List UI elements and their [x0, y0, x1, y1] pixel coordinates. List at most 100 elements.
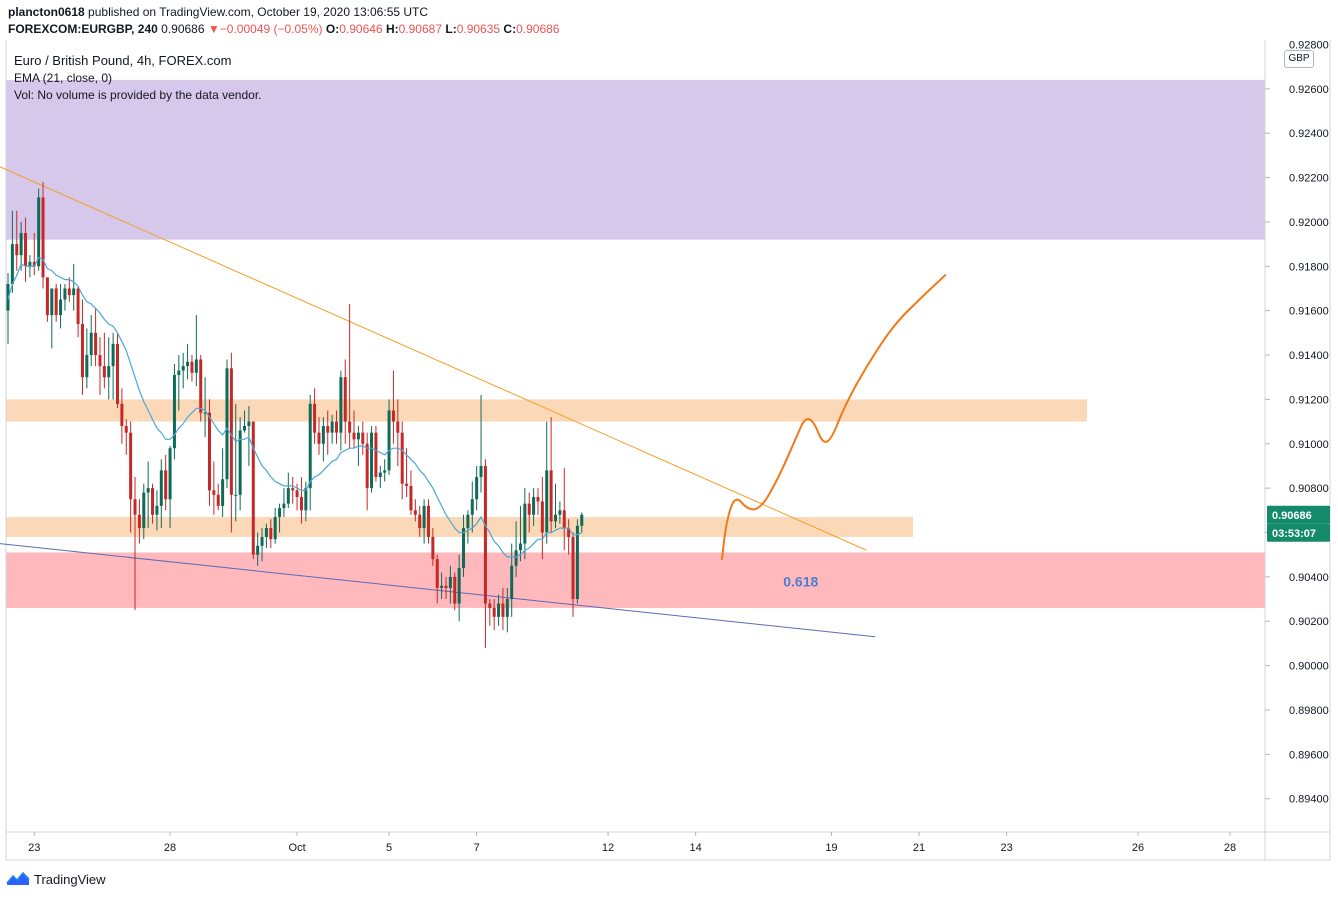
candle — [440, 572, 444, 600]
candle — [492, 599, 496, 631]
candle — [532, 488, 536, 526]
fib-label[interactable]: 0.618 — [783, 573, 818, 589]
candle-body — [304, 488, 308, 511]
candle — [405, 448, 409, 498]
candle-body — [24, 233, 28, 267]
candle — [190, 355, 194, 382]
publish-info: plancton0618 published on TradingView.co… — [8, 5, 428, 19]
price-tick-label-partial: 0.92800 — [1289, 39, 1329, 51]
candle — [120, 388, 124, 444]
candle-body — [76, 288, 80, 324]
candle — [137, 499, 141, 544]
candle-body — [339, 377, 343, 433]
tradingview-footer[interactable]: TradingView — [6, 871, 106, 887]
candle — [321, 417, 325, 462]
price-tick-label: 0.92400 — [1289, 128, 1329, 140]
volume-legend[interactable]: Vol: No volume is provided by the data v… — [14, 88, 262, 102]
candle-body — [330, 421, 334, 433]
candle — [194, 315, 198, 387]
candle — [102, 332, 106, 389]
time-tick-label: 28 — [1224, 842, 1236, 854]
projection-path[interactable] — [720, 274, 947, 561]
candle-body — [286, 488, 290, 504]
candle-body — [186, 361, 190, 367]
price-tick-label: 0.91000 — [1289, 439, 1329, 451]
candle-body — [562, 510, 566, 529]
candle-body — [536, 497, 540, 502]
candle — [291, 477, 295, 504]
candle — [80, 299, 84, 395]
candle-body — [256, 545, 260, 555]
candle — [260, 528, 264, 562]
candle — [343, 359, 347, 444]
candle — [400, 421, 404, 500]
candle — [466, 510, 470, 544]
candle-body — [365, 443, 369, 489]
candle-body — [435, 559, 439, 588]
candle-body — [142, 492, 146, 529]
chart-title[interactable]: Euro / British Pound, 4h, FOREX.com — [14, 53, 232, 68]
candle-body — [448, 576, 452, 588]
candle — [282, 488, 286, 517]
candle-body — [497, 603, 501, 617]
candle — [361, 421, 365, 455]
candle-body — [80, 323, 84, 378]
candle-body — [282, 503, 286, 509]
candle — [19, 221, 23, 271]
candle-body — [444, 585, 448, 588]
candle-body — [207, 412, 211, 491]
candle-body — [278, 508, 282, 517]
symbol-label: FOREXCOM:EURGBP, 240 — [8, 22, 158, 36]
candle-body — [313, 403, 317, 433]
publisher-name[interactable]: plancton0618 — [8, 5, 85, 19]
candle — [54, 284, 58, 322]
candle — [448, 565, 452, 604]
candle — [435, 554, 439, 604]
currency-button[interactable]: GBP — [1284, 50, 1314, 68]
candle — [497, 594, 501, 626]
candle-body — [558, 510, 562, 515]
candle — [98, 337, 102, 395]
low-label: L: — [445, 22, 457, 36]
candle-body — [63, 288, 67, 300]
candle — [172, 363, 176, 460]
candle-body — [426, 505, 430, 537]
candle — [558, 501, 562, 524]
candle-body — [10, 244, 14, 285]
candle-body — [291, 488, 295, 491]
candle — [50, 288, 54, 349]
candle-body — [518, 543, 522, 551]
candle — [10, 210, 14, 293]
candle — [567, 519, 571, 555]
time-tick-label: 7 — [474, 842, 480, 854]
candle-body — [159, 470, 163, 506]
down-triangle-icon: ▼ — [207, 22, 220, 36]
candle-body — [221, 479, 225, 506]
price-tick-label: 0.89800 — [1289, 705, 1329, 717]
candle — [94, 308, 98, 367]
candle — [89, 315, 93, 367]
candle — [540, 477, 544, 560]
candle-body — [247, 421, 251, 427]
candle — [41, 181, 45, 289]
time-tick-label: 12 — [602, 842, 614, 854]
candle-body — [317, 432, 321, 444]
candle — [229, 352, 233, 533]
candle — [422, 499, 426, 544]
candle — [562, 468, 566, 551]
candle — [488, 599, 492, 626]
candle-body — [269, 528, 273, 540]
candle — [383, 459, 387, 482]
candle-body — [94, 332, 98, 356]
candle — [251, 421, 255, 560]
candle — [299, 477, 303, 524]
candle — [199, 355, 203, 422]
candle — [370, 426, 374, 493]
candle-body — [137, 514, 141, 529]
ema-line[interactable] — [7, 256, 583, 558]
descending-resistance[interactable] — [0, 166, 867, 551]
time-tick-label: 23 — [28, 842, 40, 854]
candle-body — [396, 421, 400, 433]
ema-legend[interactable]: EMA (21, close, 0) — [14, 71, 113, 85]
